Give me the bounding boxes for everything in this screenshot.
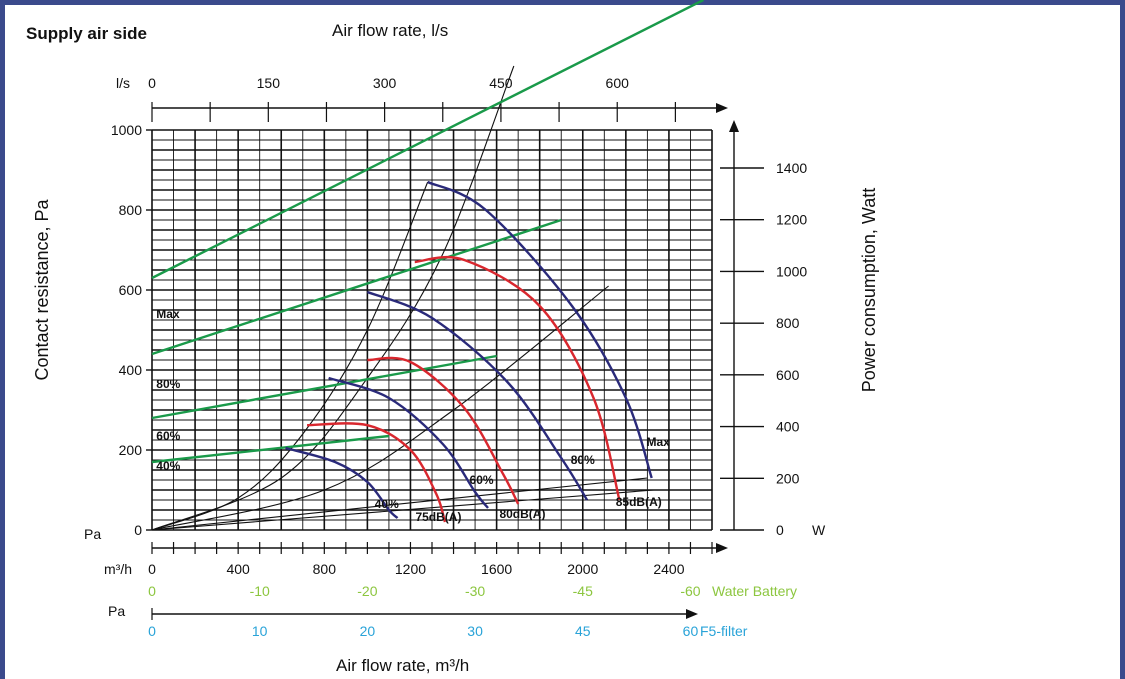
power-line-label: 40% [156,459,180,473]
section-title: Supply air side [26,24,147,43]
power-line-label: 80% [156,377,180,391]
power-line-label: 60% [156,429,180,443]
y-tick-label: 1000 [111,122,142,138]
watt-tick-label: 400 [776,419,800,435]
system-curve [151,285,609,531]
water-battery-tick-label: -30 [465,583,485,599]
curves: Max 80% 60% 40% 75dB(A) 80dB(A) 85dB(A) 40% 60% 8… [151,0,704,531]
m3h-tick-label: 1600 [481,561,512,577]
ls-tick-label: 0 [148,75,156,91]
watt-tick-label: 800 [776,315,800,331]
m3h-tick-label: 0 [148,561,156,577]
y-tick-label: 400 [119,362,143,378]
m3h-unit-label: m³/h [104,561,132,577]
watt-tick-label: 1400 [776,160,807,176]
filter-tick-label: 10 [252,623,268,639]
water-battery-tick-label: -10 [250,583,270,599]
sound-curve [367,356,520,505]
fan-curve [285,446,399,519]
system-curve [151,65,515,531]
system-curve [151,477,648,531]
fan-curve-label: Max [646,435,670,449]
sound-curve-label: 75dB(A) [415,510,461,524]
power-line [151,434,390,464]
bottom-axis-title: Air flow rate, m³/h [336,656,469,675]
left-axis-title: Contact resistance, Pa [32,198,52,380]
sound-curve [307,422,447,523]
m3h-tick-label: 400 [226,561,250,577]
m3h-tick-label: 2400 [653,561,684,577]
filter-tick-label: 45 [575,623,591,639]
pressure-drop-unit-label: Pa [108,603,125,619]
ls-tick-label: 300 [373,75,397,91]
sound-curve-label: 80dB(A) [499,507,545,521]
right-axis-title: Power consumption, Watt [859,188,879,392]
system-curve [151,489,654,531]
power-line-label: Max [156,307,180,321]
system-curve [151,181,429,531]
fan-curve-label: 40% [375,497,399,511]
watt-tick-label: 600 [776,367,800,383]
axes [146,102,764,620]
y-tick-label: 600 [119,282,143,298]
watt-axis-arrow [729,120,739,132]
m3h-tick-label: 1200 [395,561,426,577]
m3h-axis-arrow [716,543,728,553]
ls-axis-arrow [716,103,728,113]
sound-curve [414,255,621,501]
filter-tick-label: 0 [148,623,156,639]
watt-tick-label: 200 [776,470,800,486]
fan-curve [366,290,589,501]
m3h-tick-label: 800 [313,561,337,577]
watt-tick-label: 1200 [776,212,807,228]
ls-tick-label: 600 [606,75,630,91]
ls-unit-label: l/s [116,75,130,91]
filter-tick-label: 30 [467,623,483,639]
top-axis-title: Air flow rate, l/s [332,21,448,40]
watt-tick-label: 0 [776,522,784,538]
y-tick-label: 200 [119,442,143,458]
watt-unit-label: W [812,522,826,538]
pressure-drop-axis-arrow [686,609,698,619]
water-battery-tick-label: 0 [148,583,156,599]
filter-tick-label: 60 [683,623,699,639]
ls-tick-label: 150 [257,75,281,91]
water-battery-tick-label: -20 [357,583,377,599]
power-line [151,354,497,420]
filter-label: F5-filter [700,623,748,639]
watt-tick-label: 1000 [776,263,807,279]
water-battery-tick-label: -45 [573,583,593,599]
plot-grid [151,129,713,531]
power-line [151,218,562,356]
m3h-tick-label: 2000 [567,561,598,577]
fan-curve-label: 80% [571,453,595,467]
y-tick-label: 0 [134,522,142,538]
water-battery-tick-label: -60 [680,583,700,599]
fan-curve [328,376,489,509]
ls-tick-label: 450 [489,75,513,91]
sound-curve-label: 85dB(A) [616,495,662,509]
filter-tick-label: 20 [360,623,376,639]
power-line [151,0,704,280]
fan-curve [427,180,653,479]
y-unit-label: Pa [84,526,101,542]
fan-curve-label: 60% [470,473,494,487]
y-tick-label: 800 [119,202,143,218]
water-battery-label: Water Battery [712,583,797,599]
